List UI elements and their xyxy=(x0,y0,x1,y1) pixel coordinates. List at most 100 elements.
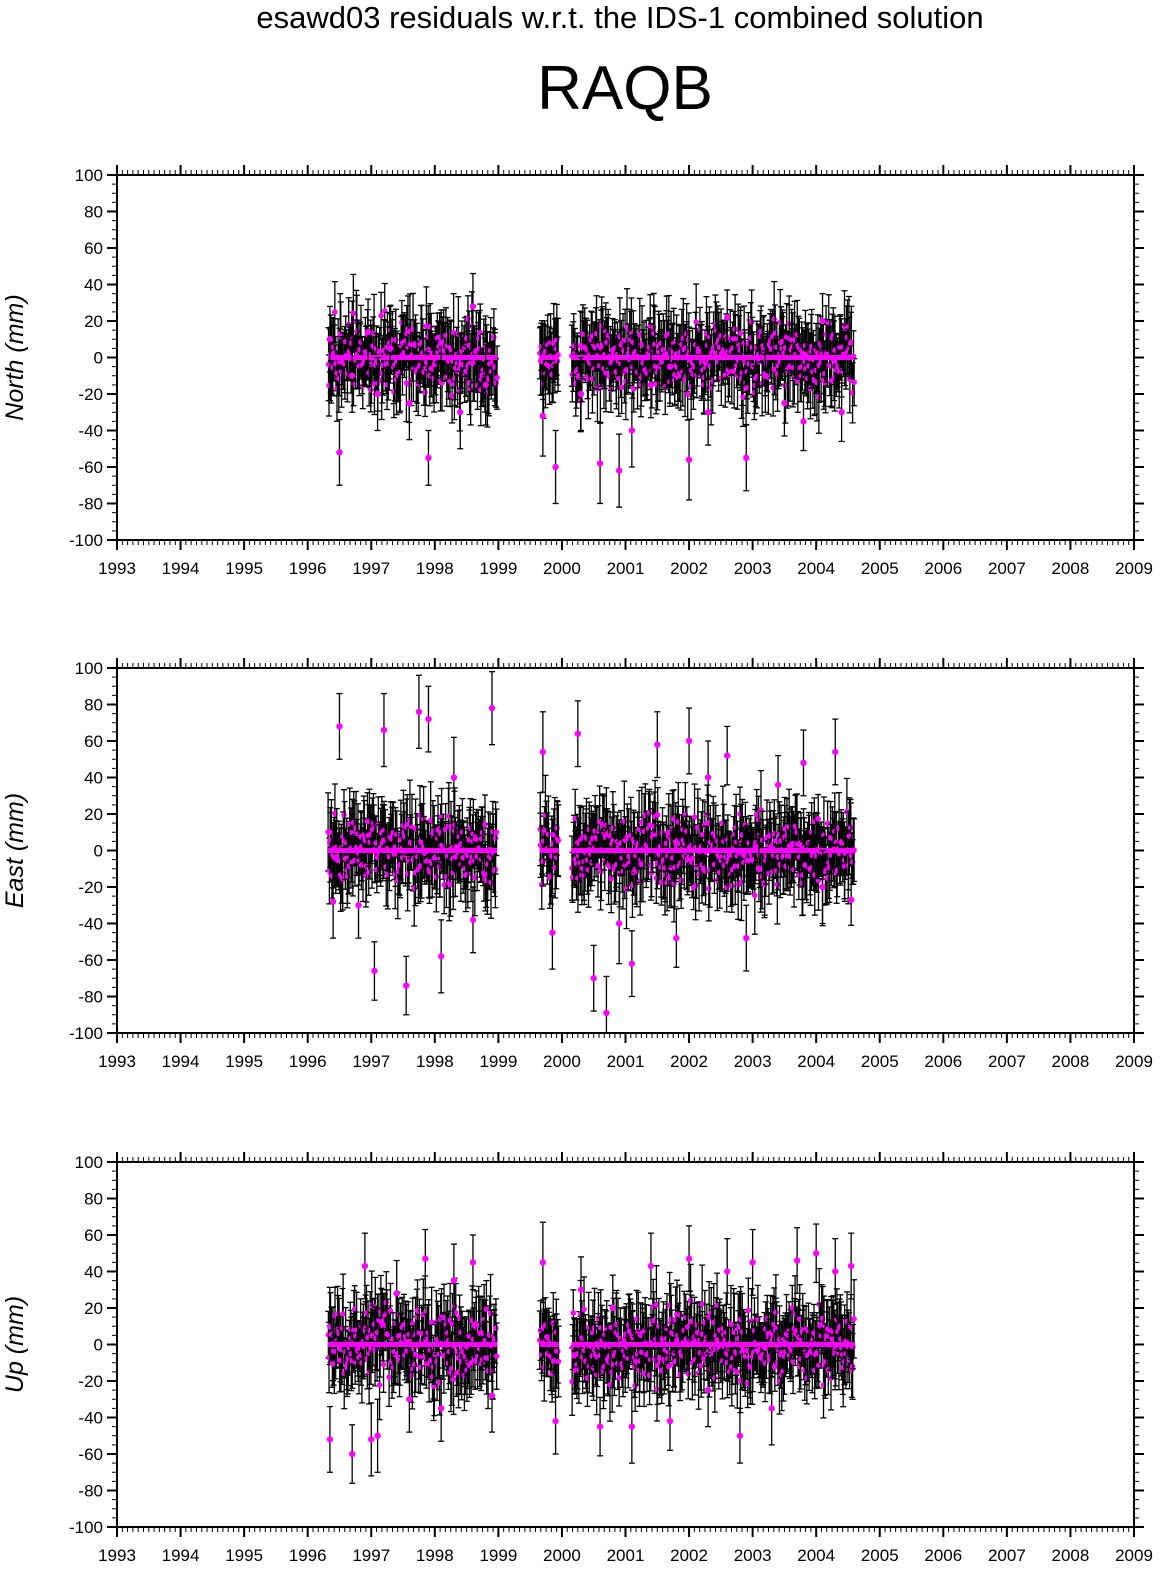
data-point xyxy=(493,829,500,836)
data-point xyxy=(469,303,477,310)
data-point xyxy=(539,412,547,420)
data-point xyxy=(768,346,775,352)
y-tick-label: -20 xyxy=(78,385,103,404)
data-point xyxy=(427,817,434,824)
data-point xyxy=(404,821,411,828)
data-point xyxy=(491,334,497,341)
x-tick-label: 2004 xyxy=(797,1052,835,1071)
data-point xyxy=(472,874,478,881)
data-point xyxy=(492,835,499,841)
x-tick-label: 1998 xyxy=(416,559,454,578)
data-point xyxy=(685,456,693,463)
data-point xyxy=(628,427,636,434)
x-tick-label: 2009 xyxy=(1115,559,1153,578)
data-point xyxy=(615,467,623,474)
data-point xyxy=(378,312,384,319)
data-point xyxy=(374,390,381,398)
x-tick-label: 1994 xyxy=(162,1052,200,1071)
data-point xyxy=(603,369,609,376)
data-point xyxy=(540,858,547,865)
data-point xyxy=(636,332,643,338)
data-point xyxy=(596,460,604,467)
x-tick-label: 2000 xyxy=(543,1052,581,1071)
data-point xyxy=(743,454,750,462)
data-point xyxy=(828,363,834,369)
x-tick-label: 2007 xyxy=(988,1052,1026,1071)
data-point xyxy=(443,874,450,880)
data-point xyxy=(364,328,372,336)
data-point xyxy=(433,874,440,880)
data-point xyxy=(437,339,445,347)
data-point xyxy=(350,310,357,317)
residual-cloud xyxy=(325,769,858,935)
x-tick-label: 2005 xyxy=(861,559,899,578)
data-point xyxy=(781,399,788,407)
y-tick-label: -80 xyxy=(78,988,103,1007)
data-point xyxy=(425,454,432,462)
data-point xyxy=(724,314,731,321)
data-point xyxy=(393,831,400,838)
x-tick-label: 1995 xyxy=(225,1052,263,1071)
x-tick-label: 1993 xyxy=(98,1052,136,1071)
data-point xyxy=(682,345,689,351)
data-point xyxy=(336,449,343,456)
data-point xyxy=(441,881,447,888)
data-point xyxy=(608,875,615,882)
x-tick-label: 2004 xyxy=(797,559,835,578)
data-point xyxy=(348,372,356,379)
data-point xyxy=(446,813,452,820)
data-point xyxy=(577,837,584,843)
data-point xyxy=(848,339,855,346)
data-point xyxy=(555,837,562,844)
x-tick-label: 1999 xyxy=(479,559,517,578)
y-tick-label: 60 xyxy=(84,732,103,751)
data-point xyxy=(838,409,845,416)
series-points xyxy=(326,272,845,508)
data-point xyxy=(851,379,857,385)
y-tick-label: 100 xyxy=(75,659,103,678)
panel-north: 1993 1994 1995 1996 1997 1998 1999 2000 2001 2002… xyxy=(1,165,1153,578)
y-tick-label: 80 xyxy=(84,696,103,715)
data-point xyxy=(629,882,636,888)
y-tick-label: -40 xyxy=(78,422,103,441)
x-tick-label: 1999 xyxy=(479,1052,517,1071)
x-tick-label: 1996 xyxy=(289,559,327,578)
panel-east: 1993 1994 1995 1996 1997 1998 1999 2000 2001 2002… xyxy=(1,658,1153,1071)
y-tick-label: 60 xyxy=(84,239,103,258)
data-point xyxy=(610,824,616,831)
x-tick-label: 1998 xyxy=(416,1052,454,1071)
data-point xyxy=(494,374,500,381)
y-tick-label: -60 xyxy=(78,458,103,477)
x-tick-label: 2008 xyxy=(1052,1052,1090,1071)
data-point xyxy=(467,825,474,832)
y-tick-label: 80 xyxy=(84,203,103,222)
x-tick-label: 2006 xyxy=(924,1052,962,1071)
data-point xyxy=(326,336,334,343)
data-point xyxy=(762,372,769,379)
y-tick-label: 20 xyxy=(84,805,103,824)
y-tick-label: -80 xyxy=(78,495,103,514)
x-tick-label: 2008 xyxy=(1052,559,1090,578)
data-point xyxy=(406,399,413,407)
data-point xyxy=(465,315,471,322)
x-tick-label: 2005 xyxy=(861,1052,899,1071)
y-tick-label: -100 xyxy=(69,1024,103,1043)
x-tick-label: 1996 xyxy=(289,1052,327,1071)
data-point xyxy=(457,409,464,416)
y-tick-label: 0 xyxy=(94,349,103,368)
x-tick-label: 2002 xyxy=(670,1052,708,1071)
data-point xyxy=(577,390,585,398)
x-tick-label: 2001 xyxy=(607,559,645,578)
data-point xyxy=(554,336,560,343)
data-point xyxy=(570,343,577,349)
data-point xyxy=(482,381,489,389)
y-tick-label: 100 xyxy=(75,166,103,185)
data-point xyxy=(825,320,832,326)
data-point xyxy=(493,380,499,386)
data-point xyxy=(630,385,637,392)
data-point xyxy=(422,389,428,396)
suptitle: esawd03 residuals w.r.t. the IDS-1 combi… xyxy=(0,0,1160,36)
data-point xyxy=(335,375,342,382)
residual-cloud xyxy=(325,273,858,434)
